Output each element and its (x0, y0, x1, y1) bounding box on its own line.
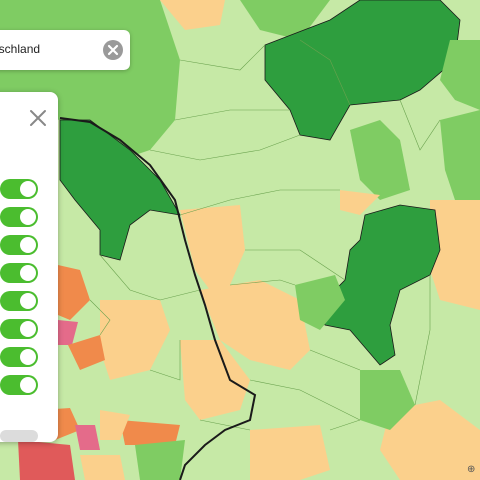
region-east-green[interactable] (440, 40, 480, 110)
region-mid-green-1[interactable] (350, 120, 410, 200)
region-mid-green-2[interactable] (440, 110, 480, 200)
toggle-knob (20, 293, 36, 309)
toggle-knob (20, 181, 36, 197)
filter-toggle-4[interactable] (0, 263, 38, 283)
region-peach-centre[interactable] (180, 205, 245, 290)
toggle-knob (20, 265, 36, 281)
region-dark-green-ne[interactable] (264, 0, 461, 141)
region-peach-sw-3[interactable] (80, 455, 125, 480)
region-orange-west-2[interactable] (68, 335, 105, 370)
region-pink-sw[interactable] (75, 425, 100, 450)
region-north-peach[interactable] (160, 0, 225, 30)
region-red-sw[interactable] (18, 440, 75, 480)
toggle-knob (20, 349, 36, 365)
filter-toggle-6[interactable] (0, 319, 38, 339)
region-peach-se[interactable] (380, 400, 480, 480)
filter-toggle-7[interactable] (0, 347, 38, 367)
filter-toggle-1[interactable] (0, 179, 38, 199)
region-peach-sw[interactable] (100, 300, 170, 380)
region-pink-west[interactable] (58, 320, 78, 345)
toggle-knob (20, 209, 36, 225)
region-orange-west[interactable] (58, 265, 90, 320)
region-mid-green-5[interactable] (135, 440, 185, 480)
search-input[interactable]: eutschland (0, 42, 41, 56)
filter-toggle-3[interactable] (0, 235, 38, 255)
close-icon[interactable] (26, 106, 50, 130)
toggle-knob (20, 321, 36, 337)
region-peach-south[interactable] (200, 280, 310, 370)
district-outlines (89, 39, 441, 431)
region-dark-green-west[interactable] (59, 119, 181, 261)
state-border-line (59, 117, 257, 480)
close-circle-icon[interactable] (103, 40, 123, 60)
region-peach-bottom[interactable] (250, 425, 330, 480)
toggle-knob (20, 237, 36, 253)
region-mid-green-3[interactable] (295, 275, 345, 330)
region-peach-sw-2[interactable] (100, 410, 130, 440)
region-peach-small[interactable] (340, 190, 380, 215)
region-peach-south-2[interactable] (180, 340, 250, 420)
toggle-knob (20, 377, 36, 393)
region-mid-green-4[interactable] (360, 370, 415, 430)
filter-toggle-5[interactable] (0, 291, 38, 311)
filter-toggle-partial[interactable] (0, 430, 38, 442)
filter-toggle-2[interactable] (0, 207, 38, 227)
filter-toggle-8[interactable] (0, 375, 38, 395)
region-orange-south[interactable] (120, 420, 180, 445)
map-marker-icon[interactable]: ⊕ (467, 464, 476, 475)
search-box[interactable]: eutschland (0, 30, 130, 70)
region-peach-east[interactable] (430, 200, 480, 310)
filter-panel (0, 92, 58, 442)
region-dark-green-east[interactable] (319, 204, 441, 366)
